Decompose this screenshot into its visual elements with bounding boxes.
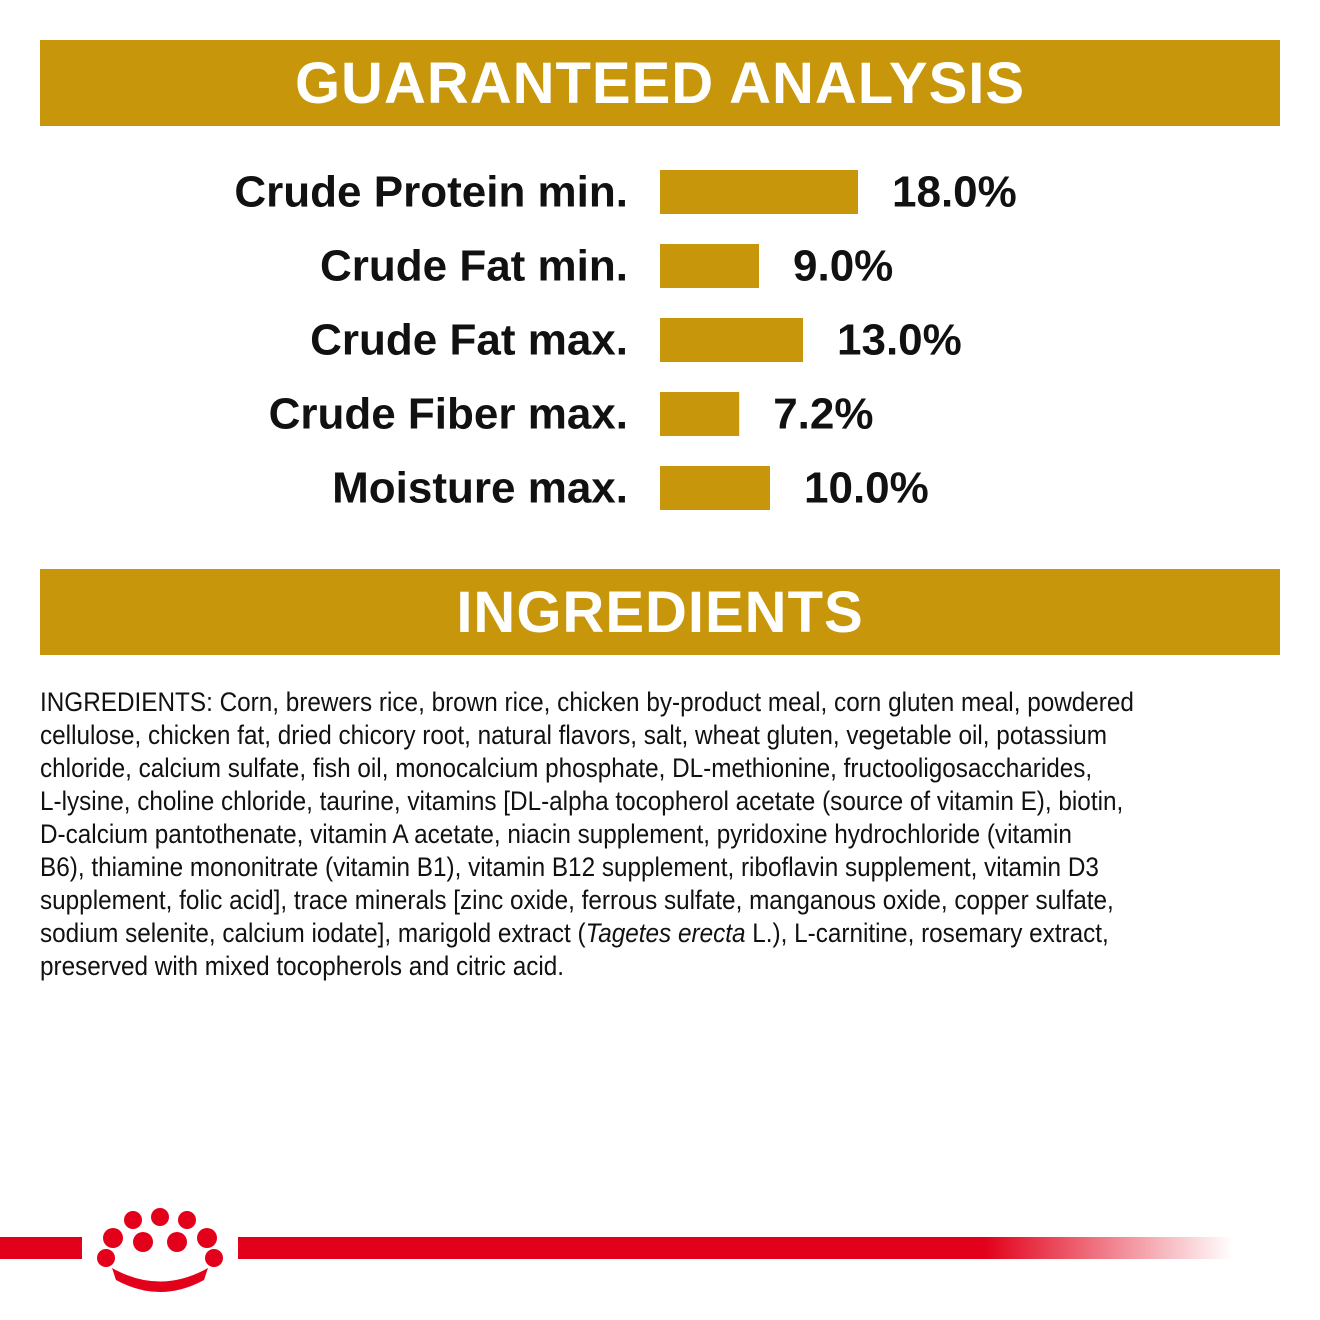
bar bbox=[660, 318, 803, 362]
category-label: Crude Fat min. bbox=[320, 242, 628, 291]
value-label: 13.0% bbox=[837, 316, 962, 365]
red-rule bbox=[0, 1237, 82, 1259]
italic-text: Tagetes erecta bbox=[585, 918, 746, 948]
text-line: D-calcium pantothenate, vitamin A acetat… bbox=[40, 819, 1072, 849]
value-label: 18.0% bbox=[892, 168, 1017, 217]
category-label: Crude Protein min. bbox=[234, 168, 628, 217]
text-span: sodium selenite, calcium iodate], marigo… bbox=[40, 918, 586, 948]
red-rule bbox=[238, 1237, 1233, 1259]
text-line: preserved with mixed tocopherols and cit… bbox=[40, 951, 565, 981]
text-line: INGREDIENTS: Corn, brewers rice, brown r… bbox=[40, 687, 1134, 717]
text-line: cellulose, chicken fat, dried chicory ro… bbox=[40, 720, 1108, 750]
text-span: L.), L-carnitine, rosemary extract, bbox=[745, 918, 1109, 948]
ingredients-text: INGREDIENTS: Corn, brewers rice, brown r… bbox=[40, 686, 1280, 983]
category-label: Crude Fat max. bbox=[310, 316, 628, 365]
text-line: supplement, folic acid], trace minerals … bbox=[40, 885, 1114, 915]
bar-chart: Crude Protein min. 18.0% Crude Fat min. 9.0… bbox=[234, 168, 1017, 513]
value-label: 9.0% bbox=[793, 242, 893, 291]
text-line: chloride, calcium sulfate, fish oil, mon… bbox=[40, 753, 1093, 783]
bar bbox=[660, 170, 858, 214]
text-line: B6), thiamine mononitrate (vitamin B1), … bbox=[40, 852, 1099, 882]
category-label: Moisture max. bbox=[332, 464, 628, 513]
section-header: INGREDIENTS bbox=[40, 569, 1280, 655]
bar bbox=[660, 466, 770, 510]
section-header: GUARANTEED ANALYSIS bbox=[40, 40, 1280, 126]
category-label: Crude Fiber max. bbox=[269, 390, 628, 439]
text-line: sodium selenite, calcium iodate], marigo… bbox=[40, 917, 1156, 950]
brand-footer bbox=[0, 1208, 1233, 1292]
bar bbox=[660, 244, 759, 288]
text-line: L-lysine, choline chloride, taurine, vit… bbox=[40, 786, 1124, 816]
crown-logo bbox=[97, 1208, 223, 1292]
value-label: 10.0% bbox=[804, 464, 929, 513]
value-label: 7.2% bbox=[773, 390, 873, 439]
bar bbox=[660, 392, 740, 436]
